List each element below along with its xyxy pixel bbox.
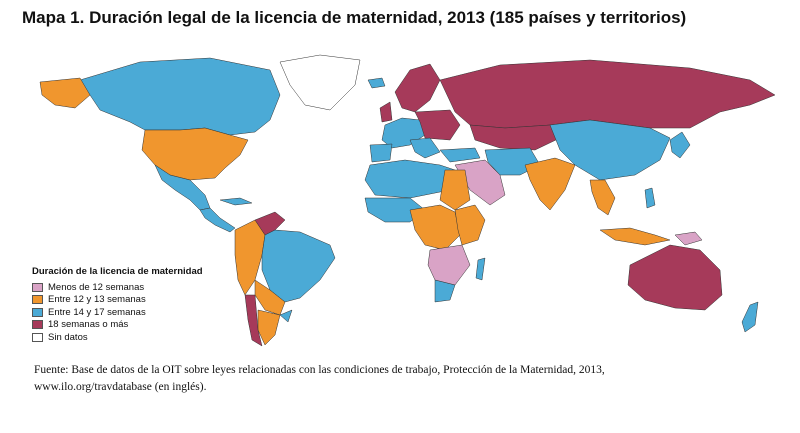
region-argentina [257, 309, 281, 346]
legend-label: Entre 12 y 13 semanas [48, 294, 146, 306]
region-central-america [199, 207, 236, 233]
legend-item-12-13: Entre 12 y 13 semanas [32, 294, 203, 307]
region-russia [439, 59, 776, 129]
region-mongolia-china [549, 119, 671, 181]
region-uruguay [279, 309, 293, 323]
region-papua [674, 231, 703, 246]
region-new-zealand [741, 301, 759, 333]
legend-swatch [32, 307, 43, 317]
legend-item-no-data: Sin datos [32, 331, 203, 344]
legend-swatch [32, 320, 43, 330]
legend-label: Entre 14 y 17 semanas [48, 306, 146, 318]
legend-item-lt12: Menos de 12 semanas [32, 281, 203, 294]
region-kazakhstan-central-asia [469, 124, 561, 151]
legend-swatch [32, 282, 43, 292]
region-brazil [261, 229, 336, 303]
region-iberia [369, 143, 393, 163]
source-line: Fuente: Base de datos de la OIT sobre le… [34, 364, 605, 376]
region-central-east-europe [414, 109, 461, 141]
world-map [39, 54, 776, 347]
region-canada [79, 57, 281, 136]
legend-item-14-17: Entre 14 y 17 semanas [32, 306, 203, 319]
region-usa [141, 127, 249, 181]
region-philippines [644, 187, 656, 209]
region-southeast-asia [589, 179, 616, 216]
source-note: Fuente: Base de datos de la OIT sobre le… [34, 362, 774, 396]
region-greenland [279, 54, 361, 111]
source-line: www.ilo.org/travdatabase (en inglés). [34, 381, 207, 393]
legend-swatch [32, 332, 43, 342]
region-iceland [367, 77, 386, 89]
region-turkey-caucasus [439, 147, 481, 163]
legend-item-18plus: 18 semanas o más [32, 319, 203, 332]
region-west-africa [364, 197, 426, 223]
legend-label: 18 semanas o más [48, 319, 129, 331]
map-title: Mapa 1. Duración legal de la licencia de… [22, 8, 687, 27]
region-australia [627, 244, 723, 311]
legend-title: Duración de la licencia de maternidad [32, 266, 203, 277]
region-south-africa [434, 279, 456, 303]
region-egypt-sudan [439, 169, 471, 211]
region-balkans-italy [409, 137, 441, 159]
region-middle-east [454, 159, 506, 206]
legend-label: Menos de 12 semanas [48, 281, 145, 293]
region-south-asia [524, 157, 576, 211]
region-central-africa [409, 204, 461, 251]
region-scandinavia [394, 63, 441, 113]
region-indonesia [599, 227, 671, 246]
region-alaska [39, 77, 91, 109]
region-madagascar [475, 257, 486, 281]
region-southern-africa [427, 244, 471, 286]
region-chile [244, 294, 263, 347]
region-korea-japan [669, 131, 691, 159]
region-cuba [219, 197, 253, 206]
legend-label: Sin datos [48, 331, 88, 343]
region-uk [379, 101, 393, 123]
legend-swatch [32, 295, 43, 305]
region-venezuela [254, 211, 286, 236]
map-legend: Duración de la licencia de maternidad Me… [32, 266, 203, 344]
region-east-africa [454, 204, 486, 246]
